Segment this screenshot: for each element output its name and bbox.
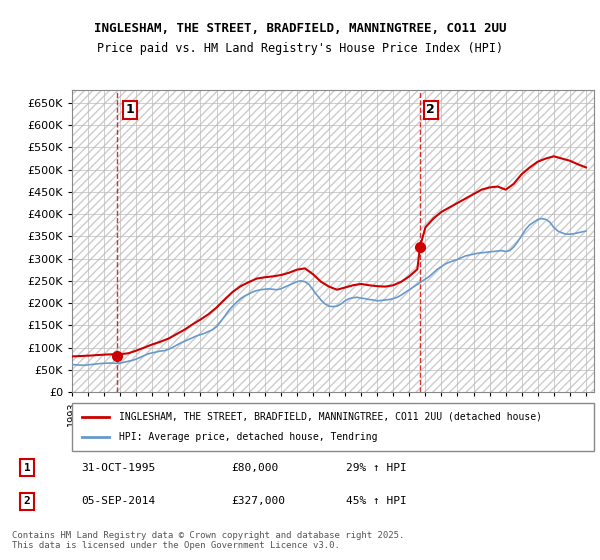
Text: Contains HM Land Registry data © Crown copyright and database right 2025.
This d: Contains HM Land Registry data © Crown c… (12, 530, 404, 550)
Text: 2: 2 (427, 103, 435, 116)
Text: 05-SEP-2014: 05-SEP-2014 (81, 496, 155, 506)
Text: 1: 1 (125, 103, 134, 116)
Text: HPI: Average price, detached house, Tendring: HPI: Average price, detached house, Tend… (119, 432, 377, 442)
Text: £80,000: £80,000 (231, 463, 278, 473)
Text: INGLESHAM, THE STREET, BRADFIELD, MANNINGTREE, CO11 2UU (detached house): INGLESHAM, THE STREET, BRADFIELD, MANNIN… (119, 412, 542, 422)
Text: 1: 1 (23, 463, 30, 473)
Text: 45% ↑ HPI: 45% ↑ HPI (346, 496, 407, 506)
FancyBboxPatch shape (72, 403, 594, 451)
Text: Price paid vs. HM Land Registry's House Price Index (HPI): Price paid vs. HM Land Registry's House … (97, 42, 503, 55)
Text: 2: 2 (23, 496, 30, 506)
Text: 29% ↑ HPI: 29% ↑ HPI (346, 463, 407, 473)
Text: £327,000: £327,000 (231, 496, 285, 506)
Text: 31-OCT-1995: 31-OCT-1995 (81, 463, 155, 473)
Text: INGLESHAM, THE STREET, BRADFIELD, MANNINGTREE, CO11 2UU: INGLESHAM, THE STREET, BRADFIELD, MANNIN… (94, 22, 506, 35)
